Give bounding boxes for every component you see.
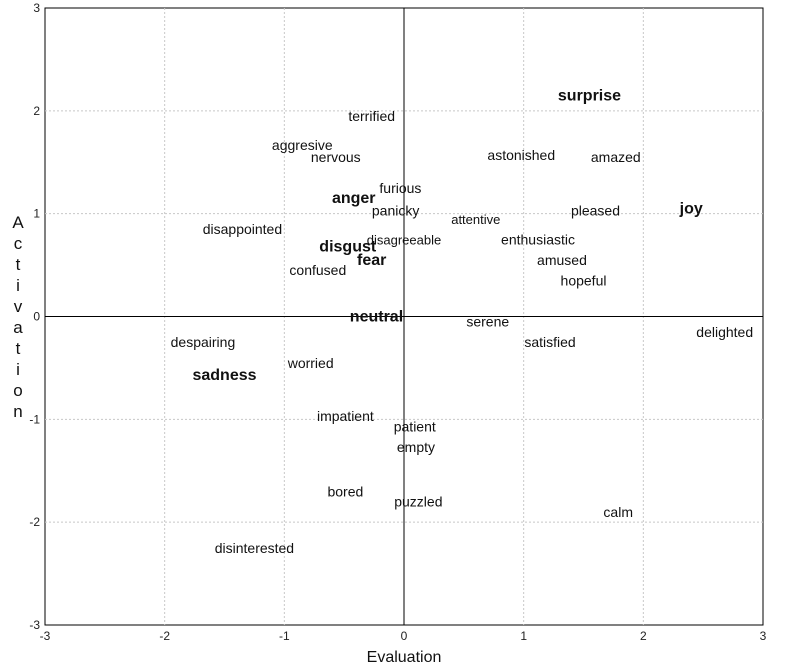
emotion-label: attentive: [451, 212, 500, 227]
emotion-label: amused: [537, 252, 587, 268]
y-tick-label: 1: [33, 207, 40, 221]
emotion-label: panicky: [372, 203, 419, 219]
x-tick-label: -3: [40, 629, 51, 643]
y-tick-label: -1: [29, 412, 40, 426]
emotion-label: despairing: [171, 334, 236, 350]
primary-emotion-label: joy: [679, 201, 703, 218]
y-axis-title-letter: a: [13, 318, 23, 337]
y-tick-label: -3: [29, 618, 40, 632]
emotion-label: astonished: [487, 147, 555, 163]
x-tick-label: 0: [401, 629, 408, 643]
y-axis-title-letter: c: [14, 234, 23, 253]
emotion-label: delighted: [696, 324, 753, 340]
primary-emotion-label: surprise: [558, 87, 621, 104]
emotion-label: confused: [289, 262, 346, 278]
emotion-label: disappointed: [203, 221, 282, 237]
emotion-label: empty: [397, 439, 435, 455]
x-tick-label: 3: [760, 629, 767, 643]
y-axis-title-letter: i: [16, 276, 20, 295]
emotion-label: furious: [379, 180, 421, 196]
y-tick-label: -2: [29, 515, 40, 529]
emotion-label: enthusiastic: [501, 231, 575, 247]
emotion-label: aggresive: [272, 137, 333, 153]
x-axis-title: Evaluation: [367, 649, 442, 665]
primary-emotion-label: neutral: [350, 309, 403, 326]
y-axis-title-letter: i: [16, 360, 20, 379]
x-tick-label: -2: [159, 629, 170, 643]
emotion-label: satisfied: [524, 334, 575, 350]
y-axis-title-letter: t: [16, 255, 21, 274]
y-axis-title-letter: A: [12, 213, 24, 232]
x-tick-label: 2: [640, 629, 647, 643]
y-axis-title-letter: n: [13, 402, 22, 421]
y-axis-title-letter: o: [13, 381, 22, 400]
emotion-label: calm: [603, 504, 633, 520]
x-tick-label: -1: [279, 629, 290, 643]
emotion-label: puzzled: [394, 494, 442, 510]
emotion-label: worried: [287, 355, 334, 371]
y-axis-title-letter: t: [16, 339, 21, 358]
primary-emotion-label: fear: [357, 252, 386, 269]
emotion-label: amazed: [591, 149, 641, 165]
primary-emotion-label: sadness: [192, 367, 256, 384]
emotion-label: impatient: [317, 408, 374, 424]
emotion-label: patient: [394, 419, 436, 435]
emotion-label: bored: [327, 483, 363, 499]
y-tick-label: 0: [33, 310, 40, 324]
y-axis-title-letter: v: [14, 297, 23, 316]
y-tick-label: 3: [33, 1, 40, 15]
tick-labels: -3 -2 -1 0 1 2 3 -3 -2 -1 0 1 2 3: [29, 1, 766, 643]
emotion-label: disagreeable: [367, 232, 441, 247]
primary-emotion-label: anger: [332, 190, 376, 207]
emotion-label: nervous: [311, 149, 361, 165]
emotion-label: disinterested: [215, 540, 294, 556]
emotion-label: pleased: [571, 203, 620, 219]
y-tick-label: 2: [33, 104, 40, 118]
emotion-label: terrified: [348, 108, 395, 124]
x-tick-label: 1: [520, 629, 527, 643]
emotion-label: hopeful: [561, 273, 607, 289]
primary-emotion-label: disgust: [319, 239, 377, 256]
emotion-label: serene: [466, 314, 509, 330]
